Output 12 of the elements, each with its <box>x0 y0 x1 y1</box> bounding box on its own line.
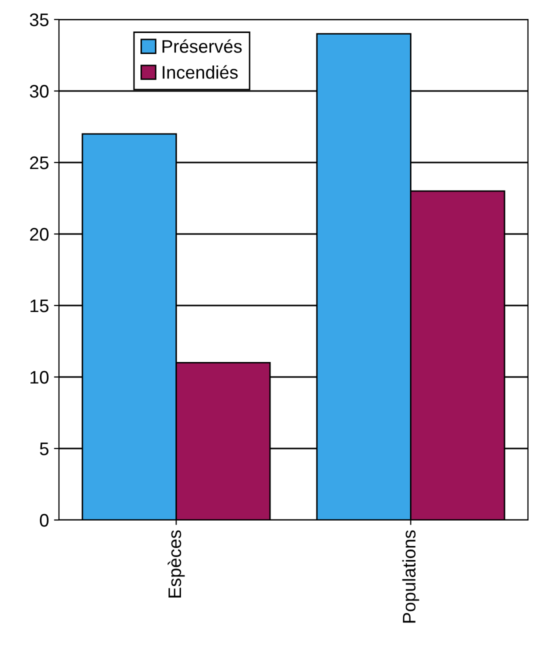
y-tick-label: 15 <box>30 300 48 312</box>
y-tick-label: 10 <box>30 370 49 384</box>
x-tick-label: Espèces <box>168 530 185 598</box>
y-tick-label: 20 <box>30 228 49 241</box>
y-tick-label: 35 <box>30 13 48 26</box>
y-tick-label: 5 <box>40 442 48 456</box>
legend-label: Incendiés <box>162 65 238 79</box>
y-tick-label: 0 <box>40 514 49 527</box>
y-tick-label: 30 <box>30 84 49 98</box>
legend-label: Préservés <box>162 39 242 53</box>
x-tick-label: Populations <box>402 530 420 623</box>
y-tick-label: 25 <box>30 156 48 170</box>
